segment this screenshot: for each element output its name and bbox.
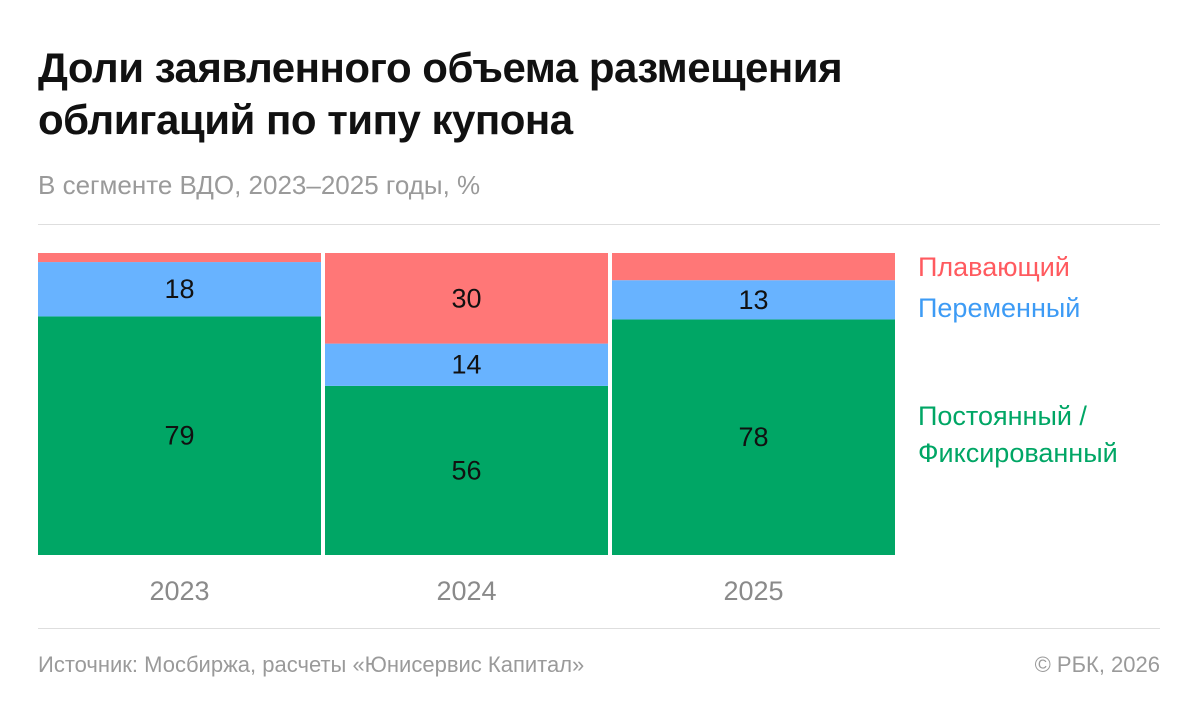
data-label-2024-1: 14 (451, 350, 481, 380)
data-label-2025-1: 13 (738, 285, 768, 315)
x-tick-label-2023: 2023 (149, 576, 209, 606)
legend-label-fixed: Постоянный / Фиксированный (918, 401, 1118, 468)
source-note: Источник: Мосбиржа, расчеты «Юнисервис К… (38, 652, 585, 677)
data-label-2024-2: 30 (451, 283, 481, 313)
legend-variable: Переменный (918, 290, 1080, 327)
bar-segment-2024-0 (325, 385, 608, 555)
bar-segment-2025-0 (612, 319, 895, 555)
data-label-2023-0: 79 (164, 421, 194, 451)
copyright: © РБК, 2026 (1034, 652, 1160, 677)
legend-label-variable: Переменный (918, 293, 1081, 323)
top-divider (38, 224, 1160, 225)
bar-segment-2025-2 (612, 253, 895, 281)
legend-fixed: Постоянный / Фиксированный (918, 398, 1178, 472)
legend-label-floating: Плавающий (918, 252, 1070, 282)
data-label-2025-0: 78 (738, 422, 768, 452)
data-label-2024-0: 56 (451, 455, 481, 485)
legend-floating: Плавающий (918, 249, 1070, 286)
data-label-2023-1: 18 (164, 274, 194, 304)
bar-segment-2023-2 (38, 253, 321, 263)
bottom-divider (38, 628, 1160, 629)
bar-segment-2023-1 (38, 262, 321, 317)
chart-title: Доли заявленного объема размещения облиг… (38, 44, 843, 143)
bar-segment-2023-0 (38, 316, 321, 555)
bar-segment-2024-2 (325, 253, 608, 344)
bar-segment-2024-1 (325, 343, 608, 386)
x-tick-label-2025: 2025 (723, 576, 783, 606)
bar-segment-2025-1 (612, 280, 895, 320)
x-tick-label-2024: 2024 (436, 576, 496, 606)
chart-subtitle: В сегменте ВДО, 2023–2025 годы, % (38, 170, 481, 200)
